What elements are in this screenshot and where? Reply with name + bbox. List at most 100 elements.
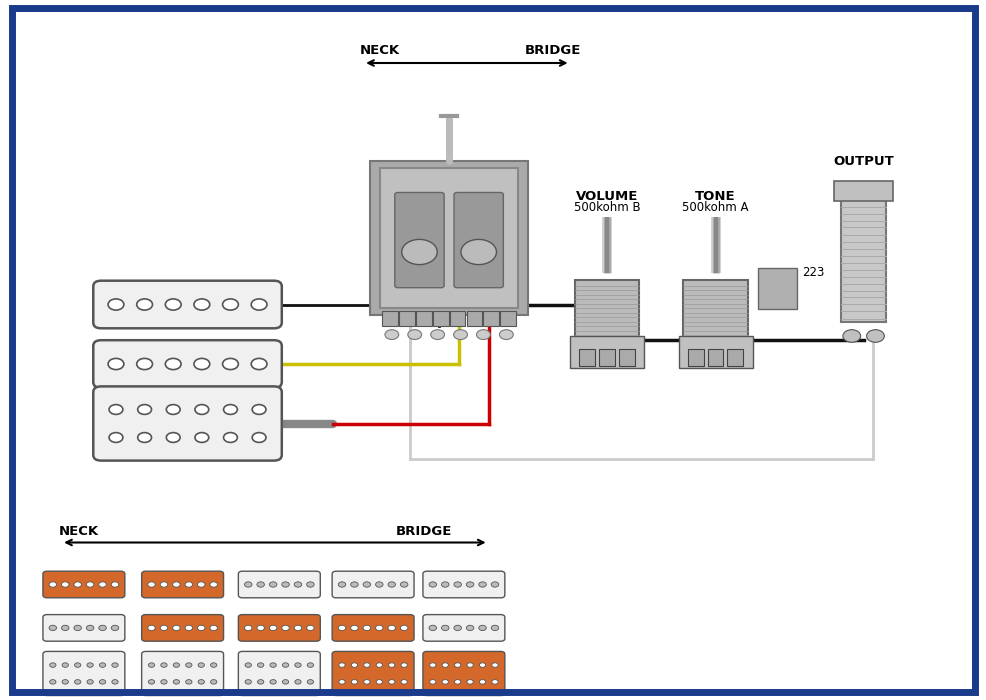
Circle shape <box>222 299 238 310</box>
Circle shape <box>295 663 301 667</box>
FancyBboxPatch shape <box>579 349 595 366</box>
Circle shape <box>111 625 118 631</box>
Circle shape <box>166 405 179 414</box>
Circle shape <box>350 625 358 631</box>
FancyBboxPatch shape <box>370 161 528 315</box>
Circle shape <box>137 299 153 310</box>
Circle shape <box>466 680 473 684</box>
Circle shape <box>61 625 69 631</box>
FancyBboxPatch shape <box>382 312 397 326</box>
Circle shape <box>184 582 192 587</box>
Circle shape <box>465 582 473 587</box>
Circle shape <box>478 625 486 631</box>
Circle shape <box>429 625 436 631</box>
Circle shape <box>269 582 276 587</box>
Circle shape <box>295 680 301 684</box>
Circle shape <box>442 663 448 667</box>
Circle shape <box>223 433 237 442</box>
Circle shape <box>430 330 444 340</box>
Circle shape <box>245 680 251 684</box>
Text: BRIDGE: BRIDGE <box>524 44 581 57</box>
Circle shape <box>252 405 265 414</box>
Circle shape <box>185 680 191 684</box>
Text: NECK: NECK <box>360 44 399 57</box>
Circle shape <box>460 239 496 265</box>
Circle shape <box>160 625 168 631</box>
FancyBboxPatch shape <box>43 652 124 696</box>
Circle shape <box>281 625 289 631</box>
Circle shape <box>62 680 68 684</box>
FancyBboxPatch shape <box>93 386 282 461</box>
Circle shape <box>442 680 448 684</box>
Circle shape <box>166 358 180 370</box>
Circle shape <box>307 625 314 631</box>
Circle shape <box>429 582 436 587</box>
FancyBboxPatch shape <box>454 193 503 288</box>
FancyBboxPatch shape <box>43 571 124 598</box>
Circle shape <box>376 680 383 684</box>
FancyBboxPatch shape <box>833 181 892 201</box>
FancyBboxPatch shape <box>570 336 643 368</box>
Circle shape <box>256 625 264 631</box>
FancyBboxPatch shape <box>331 652 413 696</box>
Circle shape <box>400 680 407 684</box>
Circle shape <box>222 358 238 370</box>
Text: NECK: NECK <box>59 524 99 538</box>
Circle shape <box>479 663 485 667</box>
Circle shape <box>108 405 122 414</box>
Text: 500kohm B: 500kohm B <box>573 200 640 214</box>
Circle shape <box>87 625 94 631</box>
FancyBboxPatch shape <box>422 571 504 598</box>
Circle shape <box>454 663 460 667</box>
Circle shape <box>441 582 449 587</box>
FancyBboxPatch shape <box>727 349 742 366</box>
Circle shape <box>479 680 485 684</box>
Circle shape <box>49 663 56 667</box>
Circle shape <box>429 680 436 684</box>
Circle shape <box>198 680 204 684</box>
FancyBboxPatch shape <box>331 571 413 598</box>
Circle shape <box>842 330 860 342</box>
Circle shape <box>198 663 204 667</box>
FancyBboxPatch shape <box>43 615 124 641</box>
Circle shape <box>351 680 357 684</box>
Circle shape <box>476 330 490 340</box>
Circle shape <box>376 663 383 667</box>
Bar <box>574 280 639 340</box>
FancyBboxPatch shape <box>142 571 223 598</box>
Circle shape <box>401 239 437 265</box>
FancyBboxPatch shape <box>93 281 282 328</box>
Circle shape <box>269 680 276 684</box>
Circle shape <box>866 330 883 342</box>
Circle shape <box>87 663 93 667</box>
Circle shape <box>138 433 152 442</box>
Circle shape <box>74 625 82 631</box>
Bar <box>840 196 885 322</box>
Circle shape <box>351 663 357 667</box>
FancyBboxPatch shape <box>142 652 223 696</box>
Circle shape <box>49 582 56 587</box>
Circle shape <box>61 582 69 587</box>
Circle shape <box>100 680 106 684</box>
Circle shape <box>429 663 436 667</box>
FancyBboxPatch shape <box>599 349 614 366</box>
Circle shape <box>99 582 106 587</box>
Circle shape <box>173 582 179 587</box>
Circle shape <box>245 663 251 667</box>
Text: 500kohm A: 500kohm A <box>681 200 748 214</box>
Circle shape <box>400 625 407 631</box>
Circle shape <box>307 680 314 684</box>
Circle shape <box>388 663 394 667</box>
Circle shape <box>195 405 209 414</box>
Circle shape <box>99 625 106 631</box>
Circle shape <box>108 433 122 442</box>
Circle shape <box>441 625 449 631</box>
FancyBboxPatch shape <box>466 312 482 326</box>
Text: BRIDGE: BRIDGE <box>395 524 453 538</box>
FancyBboxPatch shape <box>757 268 797 309</box>
Circle shape <box>210 582 217 587</box>
FancyBboxPatch shape <box>450 312 465 326</box>
Circle shape <box>148 625 155 631</box>
Circle shape <box>75 663 81 667</box>
Circle shape <box>166 299 180 310</box>
